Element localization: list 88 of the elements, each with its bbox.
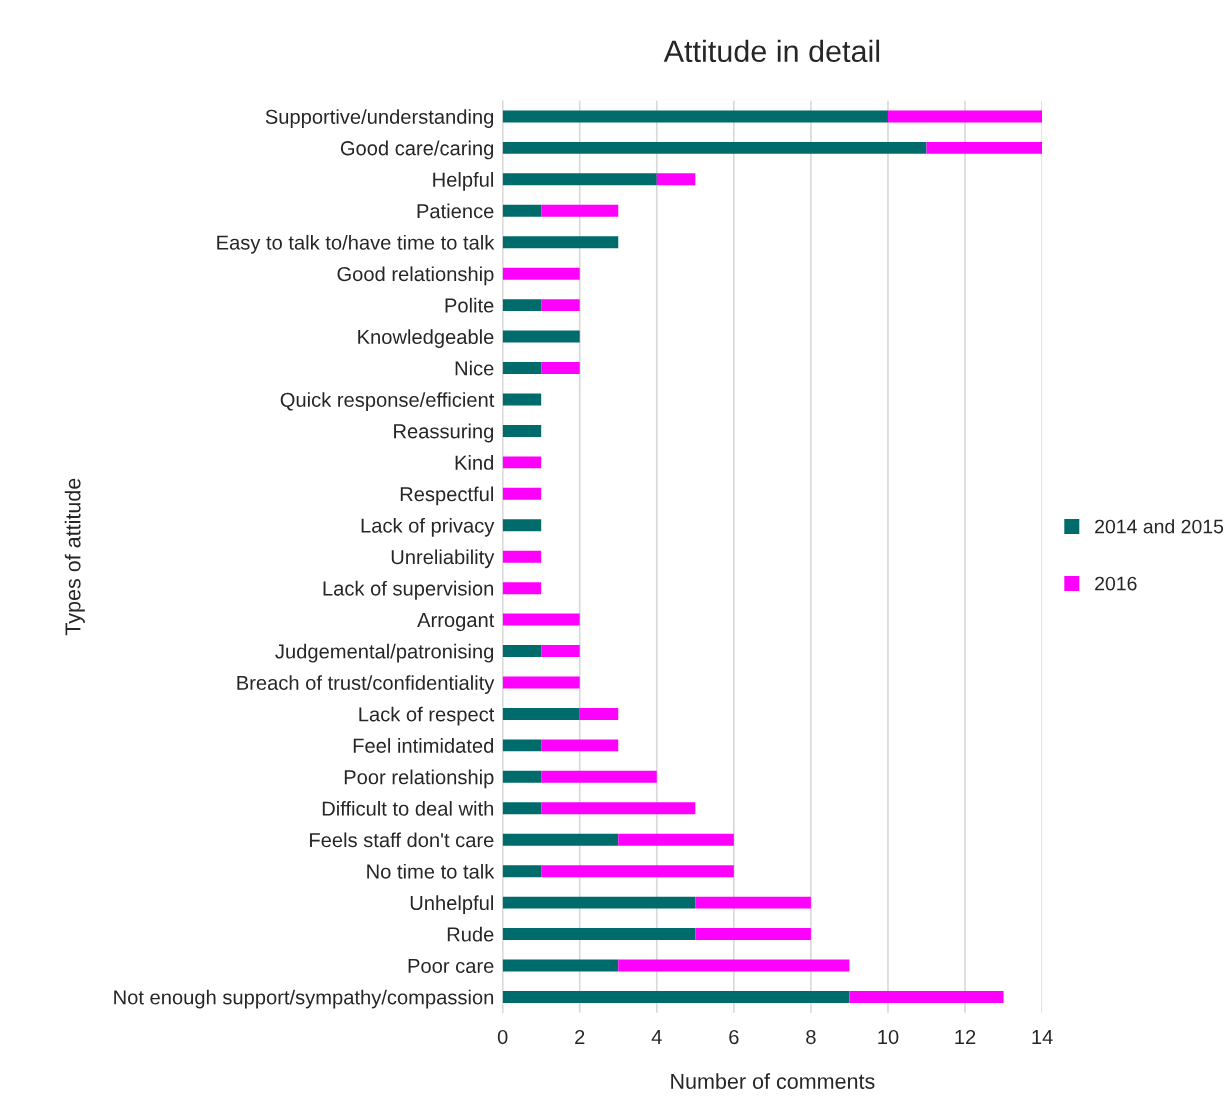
bar [502, 896, 696, 909]
bar [541, 362, 580, 374]
y-tick-label: No time to talk [367, 863, 495, 879]
y-tick-label: Not enough support/sympathy/compassion [114, 989, 494, 1009]
x-tick-label: 8 [806, 1029, 816, 1045]
bar [502, 802, 542, 815]
y-tick-label: Quick response/efficient [280, 392, 495, 411]
bar [502, 991, 850, 1003]
bar [502, 550, 542, 563]
y-tick-label: Lack of respect [359, 706, 495, 726]
bar [579, 707, 619, 720]
y-tick-label: Good care/caring [340, 140, 494, 160]
y-tick-label: Knowledgeable [358, 329, 494, 349]
bar [502, 707, 580, 720]
bar [502, 204, 542, 217]
bar [502, 833, 619, 846]
legend-label: 2014 and 2015 [1095, 519, 1224, 534]
y-tick-label: Unhelpful [410, 895, 493, 915]
y-tick-label: Nice [455, 360, 494, 376]
legend-label: 2016 [1095, 576, 1137, 591]
x-tick-label: 12 [955, 1029, 976, 1044]
bar [502, 959, 619, 972]
bar [502, 299, 542, 312]
chart-title: Attitude in detail [663, 39, 880, 63]
bar [695, 896, 811, 909]
y-tick-label: Poor care [408, 958, 494, 974]
bar [849, 991, 1004, 1003]
y-tick-label: Helpful [433, 172, 493, 191]
bar [502, 173, 657, 186]
bar [502, 770, 542, 783]
x-tick-label: 2 [575, 1029, 585, 1044]
bar [502, 267, 580, 280]
bar [541, 739, 619, 752]
x-axis-title: Number of comments [671, 1073, 875, 1089]
bar [618, 959, 850, 972]
x-tick-label: 14 [1032, 1030, 1053, 1044]
x-tick-label: 6 [729, 1029, 739, 1045]
x-tick-label: 0 [497, 1029, 508, 1045]
y-tick-label: Rude [447, 926, 494, 942]
bar [502, 487, 542, 500]
y-tick-label: Supportive/understanding [265, 109, 494, 128]
bar [502, 110, 888, 123]
x-tick-label: 10 [878, 1029, 899, 1045]
y-tick-label: Kind [455, 455, 494, 470]
bar [502, 676, 580, 689]
bar [541, 802, 696, 815]
y-tick-label: Feel intimidated [353, 738, 494, 753]
x-tick-label: 4 [651, 1030, 662, 1044]
y-tick-label: Feels staff don't care [310, 832, 494, 848]
y-tick-label: Good relationship [337, 266, 494, 286]
bar [502, 456, 542, 469]
bar [502, 519, 542, 532]
bar [926, 141, 1043, 154]
y-axis-title: Types of attitude [64, 478, 85, 636]
y-tick-label: Lack of privacy [361, 517, 495, 537]
y-tick-label: Breach of trust/confidentiality [237, 675, 495, 694]
bar [502, 236, 619, 249]
y-tick-label: Polite [445, 297, 494, 313]
bar [541, 865, 734, 878]
bar [502, 393, 542, 406]
y-tick-label: Poor relationship [344, 769, 494, 789]
y-tick-label: Respectful [400, 486, 493, 506]
bar [502, 613, 580, 626]
bar [656, 173, 696, 186]
bar [541, 299, 580, 312]
y-tick-label: Easy to talk to/have time to talk [217, 234, 495, 254]
y-tick-label: Lack of supervision [323, 580, 494, 600]
bar [502, 330, 580, 343]
bar [502, 645, 542, 658]
bar [502, 865, 542, 878]
bar [502, 739, 542, 752]
bar [541, 645, 580, 658]
bar [618, 833, 734, 846]
bar [502, 362, 542, 374]
bar [502, 424, 542, 437]
y-tick-label: Judgemental/patronising [275, 643, 494, 663]
bar [502, 928, 696, 941]
y-tick-label: Arrogant [417, 613, 495, 632]
y-tick-label: Difficult to deal with [322, 800, 494, 816]
bar [502, 141, 927, 154]
y-tick-label: Unreliability [391, 549, 495, 569]
y-tick-label: Patience [417, 203, 494, 219]
y-tick-label: Reassuring [394, 423, 494, 443]
bar [541, 204, 619, 217]
bar [541, 770, 657, 783]
bar [695, 928, 811, 941]
bar [502, 582, 542, 595]
bar [887, 110, 1043, 123]
